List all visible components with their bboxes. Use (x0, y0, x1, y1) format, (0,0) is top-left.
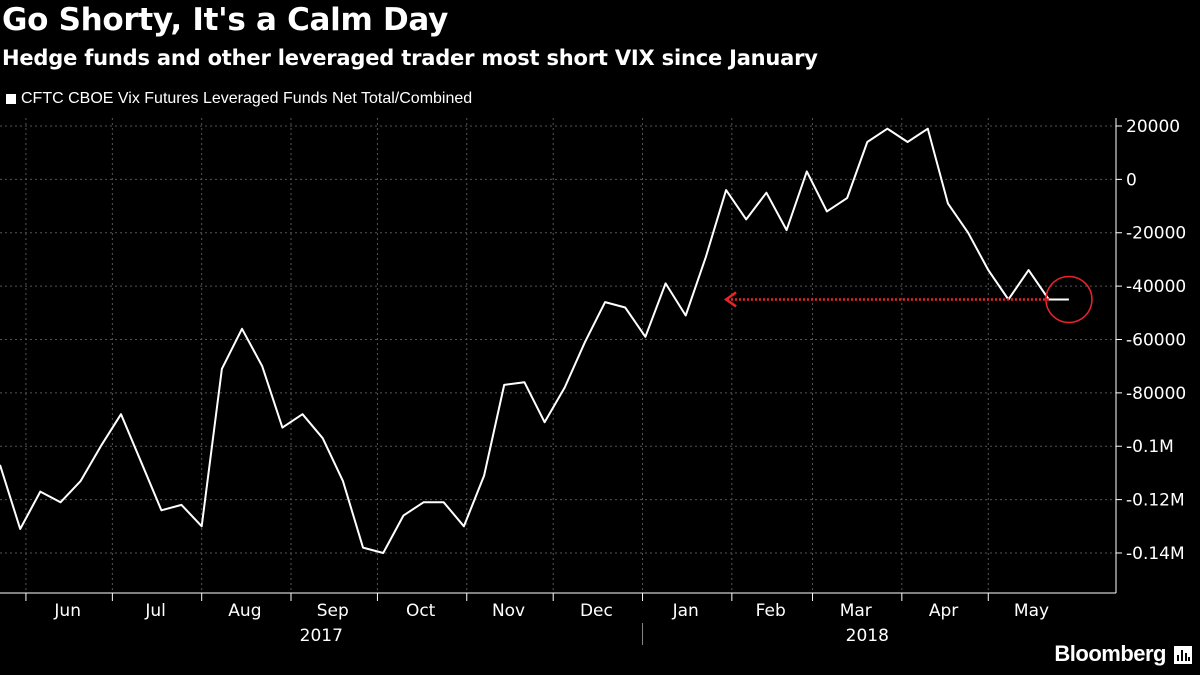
x-tick-label: Jan (672, 601, 699, 621)
chart-title: Go Shorty, It's a Calm Day (2, 2, 448, 38)
x-tick-label: May (1014, 601, 1049, 621)
x-tick-label: Jul (144, 601, 166, 621)
annotation-arrow-head (723, 291, 737, 308)
x-tick-label: Sep (317, 601, 349, 621)
x-year-label: 2018 (846, 626, 889, 646)
y-tick-label: -0.1M (1126, 437, 1174, 457)
y-tick-label: -80000 (1126, 384, 1186, 404)
axes: 20000 0 -20000 -40000 -60000 -80000 -0.1M -0.12… (0, 117, 1186, 646)
y-tick-label: -60000 (1126, 330, 1186, 350)
x-tick-label: Mar (840, 601, 872, 621)
y-tick-label: -0.14M (1126, 544, 1185, 564)
series-line (0, 127, 1069, 554)
x-tick-label: Oct (406, 601, 436, 621)
y-tick-label: 20000 (1126, 117, 1180, 137)
chart-subtitle: Hedge funds and other leveraged trader m… (2, 46, 818, 70)
x-year-label: 2017 (300, 626, 343, 646)
bloomberg-chart-icon (1174, 646, 1192, 664)
y-tick-label: -40000 (1126, 277, 1186, 297)
x-tick-label: Apr (929, 601, 958, 621)
x-tick-label: Aug (228, 601, 261, 621)
legend: CFTC CBOE Vix Futures Leveraged Funds Ne… (6, 90, 472, 108)
series (0, 127, 1069, 554)
x-tick-label: Feb (756, 601, 786, 621)
bloomberg-logo: Bloomberg (1054, 641, 1166, 666)
legend-swatch-icon (6, 94, 16, 104)
legend-label: CFTC CBOE Vix Futures Leveraged Funds Ne… (21, 90, 473, 107)
x-tick-label: Nov (492, 601, 525, 621)
annotation-circle (1045, 275, 1093, 324)
grid (0, 118, 1116, 593)
x-tick-label: Dec (580, 601, 613, 621)
y-tick-label: -0.12M (1126, 491, 1185, 511)
x-tick-label: Jun (53, 601, 81, 621)
y-tick-label: -20000 (1126, 224, 1186, 244)
y-tick-label: 0 (1126, 170, 1137, 190)
annotations (723, 275, 1093, 324)
